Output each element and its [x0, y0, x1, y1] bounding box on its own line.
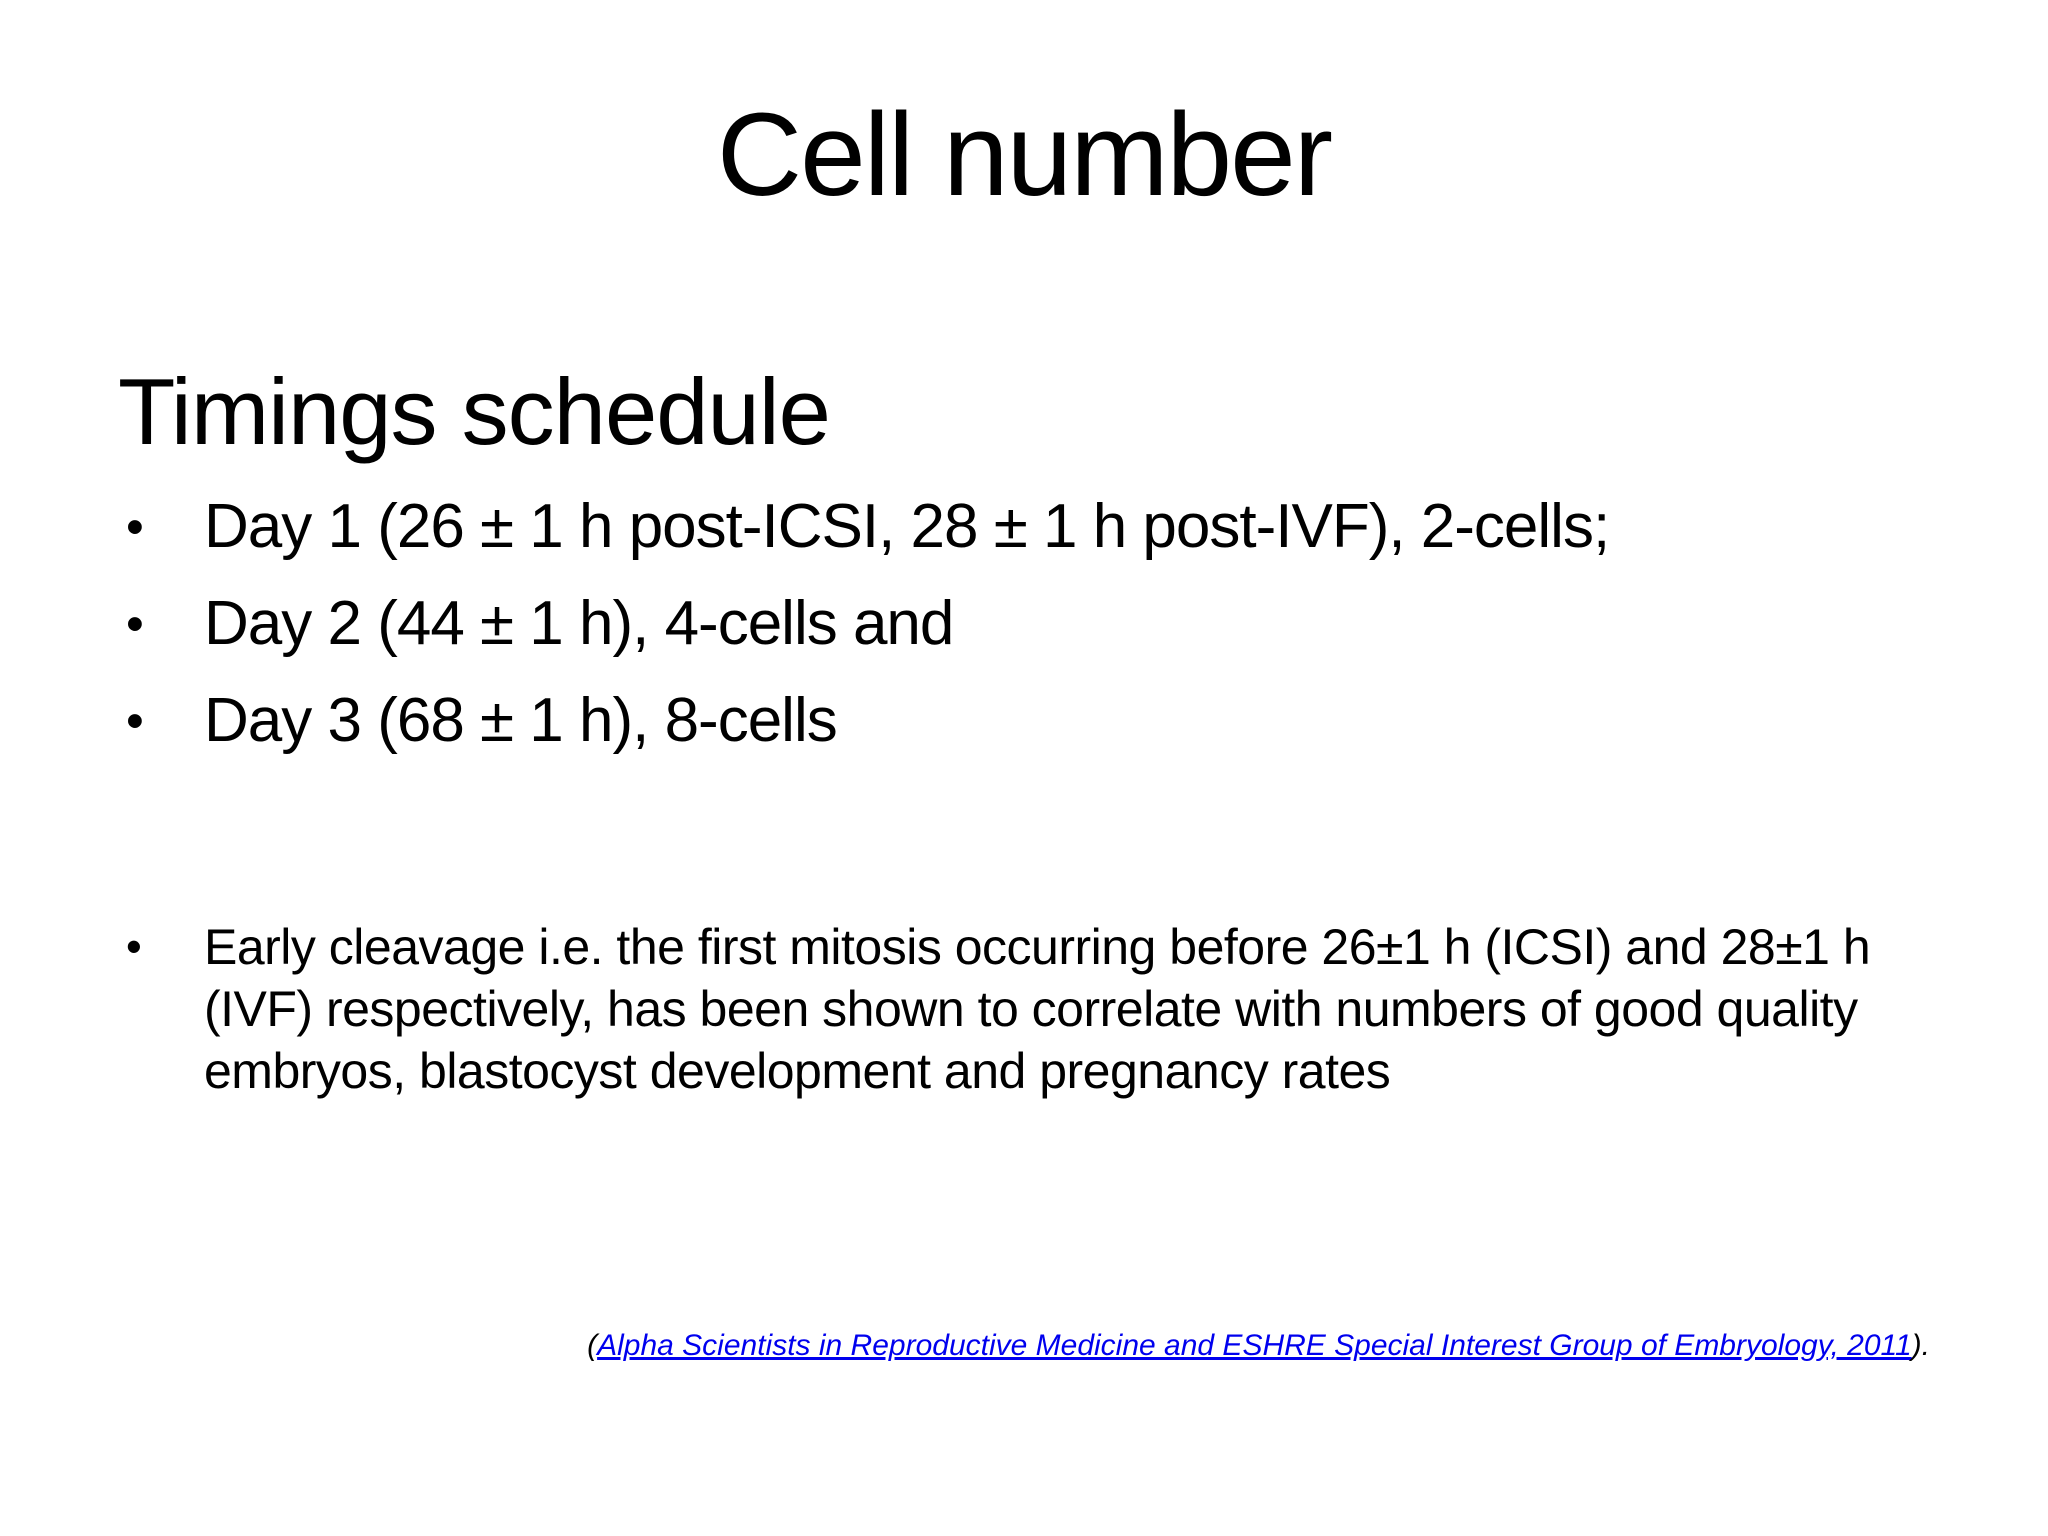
- citation-link[interactable]: Alpha Scientists in Reproductive Medicin…: [597, 1329, 1912, 1362]
- list-item-day-1: Day 1 (26 ± 1 h post-ICSI, 28 ± 1 h post…: [120, 478, 1960, 575]
- note-list: Early cleavage i.e. the first mitosis oc…: [120, 916, 1904, 1102]
- citation-close-paren: ).: [1911, 1329, 1930, 1362]
- slide-title: Cell number: [716, 89, 1333, 221]
- citation-open-paren: (: [587, 1329, 598, 1362]
- section-heading: Timings schedule: [118, 359, 831, 464]
- timing-schedule-list: Day 1 (26 ± 1 h post-ICSI, 28 ± 1 h post…: [120, 478, 1960, 769]
- list-item-day-3: Day 3 (68 ± 1 h), 8-cells: [120, 672, 1960, 769]
- citation: (Alpha Scientists in Reproductive Medici…: [0, 1328, 1930, 1364]
- list-item-day-2: Day 2 (44 ± 1 h), 4-cells and: [120, 575, 1960, 672]
- list-item-early-cleavage: Early cleavage i.e. the first mitosis oc…: [120, 916, 1904, 1102]
